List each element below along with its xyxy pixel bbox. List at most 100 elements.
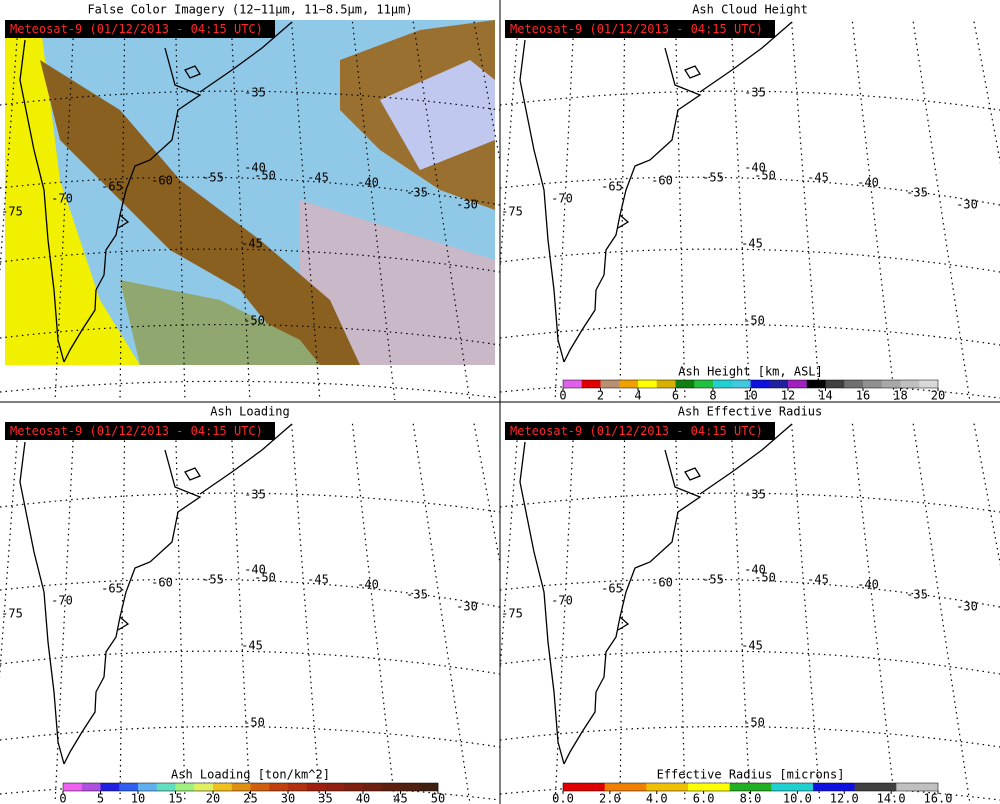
- graticule-label: -45: [241, 639, 263, 653]
- colorbar-segment: [771, 783, 814, 791]
- graticule-label: -45: [741, 639, 763, 653]
- colorbar-segment: [138, 783, 158, 791]
- graticule-label: -40: [857, 176, 879, 190]
- graticule-label: -40: [244, 563, 266, 577]
- colorbar-segment: [194, 783, 214, 791]
- colorbar-segment: [656, 380, 676, 388]
- stamp: Meteosat-9 (01/12/2013 - 04:15 UTC): [10, 22, 263, 36]
- graticule-label: -60: [151, 174, 173, 188]
- panel-title: Ash Cloud Height: [692, 3, 808, 17]
- colorbar-segment: [600, 380, 620, 388]
- colorbar-segment: [63, 783, 83, 791]
- graticule-label: -55: [202, 573, 224, 587]
- colorbar-segment: [269, 783, 289, 791]
- graticule-label: -30: [456, 600, 478, 614]
- graticule-label: -40: [744, 563, 766, 577]
- graticule-label: -45: [307, 171, 329, 185]
- colorbar-segment: [788, 380, 808, 388]
- graticule-label: -55: [202, 171, 224, 185]
- graticule-label: -35: [744, 488, 766, 502]
- panel: -35-40-50 -45 -40-35-30-55-60-65-70-75-45-…: [500, 3, 1000, 403]
- colorbar-segment: [813, 783, 855, 791]
- graticule-label: -45: [741, 237, 763, 251]
- colorbar-segment: [675, 380, 695, 388]
- colorbar-segment: [400, 783, 420, 791]
- graticule-label: -35: [406, 588, 428, 602]
- colorbar-tick-label: 6.0: [693, 792, 715, 804]
- colorbar-segment: [100, 783, 120, 791]
- graticule-label: -40: [857, 578, 879, 592]
- colorbar-segment: [729, 783, 772, 791]
- false-color-imagery: [5, 20, 495, 365]
- graticule-label: -45: [807, 573, 829, 587]
- colorbar-tick-label: 18: [893, 389, 907, 403]
- graticule-label: -30: [956, 198, 978, 212]
- colorbar-tick-label: 16: [856, 389, 870, 403]
- stamp-box: [505, 422, 775, 440]
- colorbar-segment: [844, 380, 864, 388]
- stamp-box: [505, 20, 775, 38]
- colorbar-segment: [863, 380, 883, 388]
- graticule-label: -50: [754, 571, 776, 585]
- colorbar-segment: [231, 783, 251, 791]
- colorbar-segment: [750, 380, 770, 388]
- graticule-label: -75: [501, 205, 523, 219]
- graticule-label: -45: [241, 237, 263, 251]
- stamp: Meteosat-9 (01/12/2013 - 04:15 UTC): [10, 424, 263, 438]
- panel: -35-40-50 -45 -40-35-30-55-60-65-70-75-45-…: [500, 405, 1000, 804]
- graticule-label: -50: [743, 716, 765, 730]
- colorbar-tick-label: 0: [59, 792, 66, 804]
- graticule-label: -65: [101, 582, 123, 596]
- graticule-label: -50: [243, 314, 265, 328]
- colorbar-tick-label: 15: [168, 792, 182, 804]
- colorbar-segment: [825, 380, 845, 388]
- stamp-box: [5, 422, 275, 440]
- stamp: Meteosat-9 (01/12/2013 - 04:15 UTC): [510, 22, 763, 36]
- colorbar-segment: [325, 783, 345, 791]
- stamp-box: [5, 20, 275, 38]
- colorbar-segment: [250, 783, 270, 791]
- colorbar-tick-label: 4: [634, 389, 641, 403]
- graticule-label: -35: [906, 186, 928, 200]
- graticule-label: -65: [601, 582, 623, 596]
- graticule-label: -60: [651, 576, 673, 590]
- graticule-label: -75: [501, 607, 523, 621]
- graticule-label: -35: [906, 588, 928, 602]
- colorbar-tick-label: 4.0: [646, 792, 668, 804]
- colorbar-segment: [419, 783, 439, 791]
- colorbar-tick-label: 35: [318, 792, 332, 804]
- graticule-label: -75: [1, 205, 23, 219]
- colorbar-tick-label: 25: [243, 792, 257, 804]
- panel-title: Ash Loading: [210, 405, 289, 419]
- colorbar-segment: [854, 783, 897, 791]
- colorbar-tick-label: 50: [431, 792, 445, 804]
- graticule-label: -40: [357, 176, 379, 190]
- colorbar-tick-label: 8: [709, 389, 716, 403]
- colorbar-segment: [381, 783, 401, 791]
- colorbar-segment: [81, 783, 101, 791]
- graticule-label: -70: [551, 192, 573, 206]
- colorbar-segment: [881, 380, 901, 388]
- graticule-label: -30: [456, 198, 478, 212]
- colorbar-tick-label: 14: [818, 389, 832, 403]
- colorbar-tick-label: 40: [356, 792, 370, 804]
- colorbar-segment: [344, 783, 364, 791]
- graticule-label: -55: [702, 573, 724, 587]
- colorbar-segment: [806, 380, 826, 388]
- colorbar-segment: [363, 783, 383, 791]
- colorbar-segment: [688, 783, 730, 791]
- colorbar-tick-label: 16.0: [924, 792, 953, 804]
- graticule-label: -55: [702, 171, 724, 185]
- colorbar-tick-label: 45: [393, 792, 407, 804]
- graticule-label: -35: [744, 86, 766, 100]
- colorbar-segment: [896, 783, 939, 791]
- graticule-label: -65: [601, 180, 623, 194]
- graticule-label: -30: [956, 600, 978, 614]
- colorbar-tick-label: 10: [131, 792, 145, 804]
- graticule-label: -40: [744, 161, 766, 175]
- colorbar-segment: [919, 380, 939, 388]
- graticule-label: -45: [307, 573, 329, 587]
- colorbar-segment: [769, 380, 789, 388]
- panel-title: False Color Imagery (12−11μm, 11−8.5μm, …: [87, 3, 412, 17]
